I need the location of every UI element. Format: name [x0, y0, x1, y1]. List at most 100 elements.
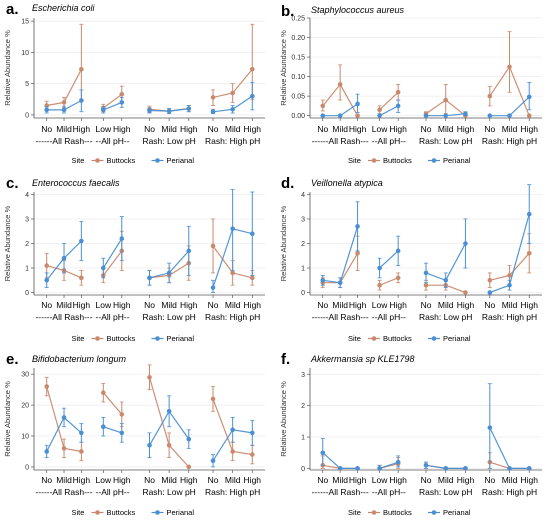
- perianal-data-point: [487, 113, 493, 118]
- buttocks-series-line: [102, 93, 123, 109]
- perianal-data-point: [443, 466, 449, 471]
- panel-title: Escherichia coli: [32, 3, 96, 13]
- perianal-data-point: [119, 236, 125, 241]
- panel-label: b.: [281, 3, 294, 20]
- buttocks-data-point: [230, 90, 235, 96]
- legend-swatch-dot: [371, 336, 377, 341]
- x-category-label: High: [73, 475, 91, 485]
- perianal-data-point: [44, 449, 50, 454]
- perianal-data-point: [249, 93, 255, 99]
- perianal-data-point: [210, 109, 216, 115]
- x-category-label: Low: [372, 475, 388, 485]
- x-category-label: No: [484, 124, 495, 134]
- perianal-data-point: [337, 280, 343, 286]
- chart-panel-2: b. Staphylococcus aureus 0.00 0.05 0.10 0.15 0…: [279, 3, 542, 165]
- legend: Site Buttocks Perianal: [348, 156, 471, 165]
- group-label: Rash: High pH: [205, 136, 260, 146]
- x-category-label: High: [389, 300, 407, 310]
- x-category-label: No: [317, 475, 328, 485]
- legend-item-label: Buttocks: [383, 156, 412, 165]
- panel-title: Veillonella atypica: [311, 178, 383, 188]
- legend: Site Buttocks Perianal: [72, 508, 195, 517]
- chart-panel-6: f. Akkermansia sp KLE1798 0 1 2 3 Relative Abu…: [279, 351, 542, 517]
- perianal-data-point: [355, 224, 360, 229]
- legend-title: Site: [348, 508, 361, 517]
- buttocks-data-point: [119, 91, 125, 97]
- y-tick-label: 3: [301, 216, 305, 223]
- buttocks-data-point: [147, 374, 152, 380]
- perianal-data-point: [61, 255, 67, 261]
- x-category-label: Mild: [502, 124, 518, 134]
- y-tick-label: 4: [25, 192, 29, 199]
- group-label: ------All Rash---: [312, 312, 369, 322]
- group-label: Rash: High pH: [482, 487, 537, 497]
- perianal-data-point: [79, 430, 84, 436]
- x-category-label: Low: [372, 300, 388, 310]
- buttocks-data-point: [526, 251, 532, 256]
- y-tick-label: 10: [21, 434, 29, 441]
- perianal-data-point: [320, 277, 326, 283]
- group-label: --All pH--: [96, 312, 130, 322]
- perianal-data-point: [355, 101, 360, 107]
- perianal-data-point: [186, 106, 192, 111]
- perianal-data-point: [61, 107, 67, 113]
- perianal-series-line: [379, 105, 399, 117]
- buttocks-data-point: [61, 100, 67, 105]
- buttocks-data-point: [101, 390, 106, 396]
- x-category-label: High: [349, 124, 367, 134]
- x-category-label: High: [113, 300, 131, 310]
- x-category-label: Mild: [332, 124, 348, 134]
- legend-swatch-dot: [431, 510, 437, 515]
- perianal-data-point: [526, 94, 532, 100]
- buttocks-data-point: [443, 97, 449, 103]
- perianal-data-point: [119, 430, 125, 436]
- y-tick-label: 0.05: [291, 94, 305, 101]
- buttocks-data-point: [320, 103, 326, 109]
- legend-item-label: Buttocks: [383, 508, 412, 517]
- buttocks-data-point: [210, 95, 216, 100]
- legend-swatch-dot: [371, 158, 377, 163]
- group-label: ------All Rash---: [312, 487, 369, 497]
- buttocks-series-line: [379, 91, 399, 111]
- perianal-data-point: [210, 285, 216, 290]
- panel-title: Enterococcus faecalis: [32, 178, 120, 188]
- legend-title: Site: [348, 156, 361, 165]
- legend-title: Site: [72, 334, 85, 343]
- perianal-data-point: [186, 436, 192, 442]
- y-tick-label: 0: [25, 112, 29, 119]
- legend-swatch-dot: [95, 510, 100, 515]
- buttocks-data-point: [119, 412, 125, 417]
- x-category-label: No: [144, 300, 155, 310]
- perianal-data-point: [395, 103, 401, 109]
- x-category-label: Mild: [502, 300, 518, 310]
- y-tick-label: 2: [301, 403, 305, 410]
- chart-panel-1: a. Escherichia coli 0 5 10 15 Relative Abundan…: [3, 1, 265, 165]
- y-tick-label: 0: [25, 290, 29, 297]
- x-category-label: Mild: [56, 124, 72, 134]
- legend-item-label: Perianal: [443, 508, 471, 517]
- panel-title: Bifidobacterium longum: [32, 354, 127, 364]
- x-category-label: Mild: [225, 475, 241, 485]
- legend-item-label: Perianal: [167, 508, 195, 517]
- group-label: Rash: Low pH: [142, 312, 195, 322]
- perianal-series-line: [379, 461, 399, 469]
- x-category-label: High: [520, 124, 538, 134]
- y-tick-label: 0.20: [291, 35, 305, 42]
- buttocks-data-point: [395, 275, 401, 281]
- perianal-data-point: [463, 241, 468, 246]
- buttocks-data-point: [377, 107, 382, 113]
- buttocks-data-point: [355, 113, 360, 118]
- legend-item-label: Buttocks: [107, 508, 136, 517]
- perianal-data-point: [44, 107, 50, 113]
- buttocks-data-point: [355, 251, 360, 256]
- buttocks-data-point: [44, 263, 50, 268]
- group-label: Rash: High pH: [205, 312, 260, 322]
- group-label: Rash: Low pH: [419, 312, 472, 322]
- legend-item-label: Perianal: [167, 334, 195, 343]
- x-category-label: No: [421, 124, 432, 134]
- x-category-label: High: [180, 475, 198, 485]
- x-category-label: No: [144, 124, 155, 134]
- x-category-label: Mild: [332, 475, 348, 485]
- buttocks-data-point: [44, 384, 50, 389]
- x-category-label: No: [317, 300, 328, 310]
